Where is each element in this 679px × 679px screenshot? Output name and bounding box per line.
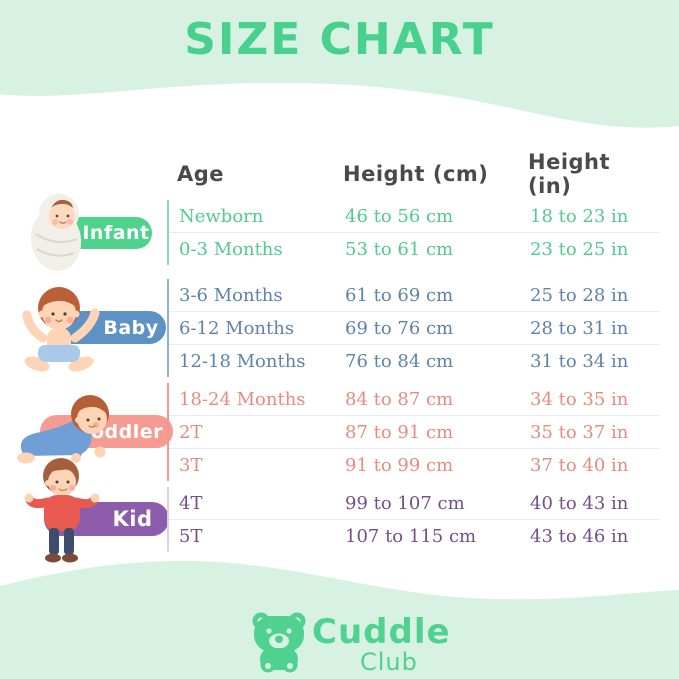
height-in-cell: 31 to 34 in <box>530 350 629 372</box>
brand-name: Cuddle <box>312 612 451 652</box>
teddy-bear-icon <box>252 612 306 673</box>
height-in-cell: 28 to 31 in <box>530 317 629 339</box>
height-in-cell: 18 to 23 in <box>530 205 629 227</box>
standing-kid-illustration <box>24 458 100 563</box>
infant-rows: Newborn 46 to 56 cm 18 to 23 in 0-3 Mont… <box>167 200 660 265</box>
table-row: 3-6 Months 61 to 69 cm 25 to 28 in <box>169 279 660 311</box>
crawling-toddler-illustration <box>17 395 109 464</box>
table-row: 6-12 Months 69 to 76 cm 28 to 31 in <box>169 311 660 344</box>
table-header-row: Age Height (cm) Height (in) <box>167 150 660 198</box>
table-row: 0-3 Months 53 to 61 cm 23 to 25 in <box>169 232 660 265</box>
age-cell: 5T <box>179 525 203 547</box>
swaddled-baby-illustration <box>30 194 82 271</box>
brand-footer: Cuddle Club <box>0 604 679 676</box>
age-cell: 2T <box>179 421 203 443</box>
age-cell: 18-24 Months <box>179 388 306 410</box>
height-cm-cell: 53 to 61 cm <box>345 238 454 260</box>
age-cell: Newborn <box>179 205 264 227</box>
table-row: 3T 91 to 99 cm 37 to 40 in <box>169 448 660 481</box>
page-title: SIZE CHART <box>184 14 495 65</box>
brand-suffix: Club <box>360 648 418 676</box>
table-row: 18-24 Months 84 to 87 cm 34 to 35 in <box>169 383 660 415</box>
age-cell: 3T <box>179 454 203 476</box>
table-row: Newborn 46 to 56 cm 18 to 23 in <box>169 200 660 232</box>
age-cell: 3-6 Months <box>179 284 283 306</box>
kid-rows: 4T 99 to 107 cm 40 to 43 in 5T 107 to 11… <box>167 487 660 552</box>
age-cell: 4T <box>179 492 203 514</box>
height-in-cell: 37 to 40 in <box>530 454 629 476</box>
height-cm-cell: 91 to 99 cm <box>345 454 454 476</box>
table-row: 2T 87 to 91 cm 35 to 37 in <box>169 415 660 448</box>
height-cm-cell: 99 to 107 cm <box>345 492 465 514</box>
table-row: 5T 107 to 115 cm 43 to 46 in <box>169 519 660 552</box>
height-cm-cell: 69 to 76 cm <box>345 317 454 339</box>
age-cell: 0-3 Months <box>179 238 283 260</box>
height-cm-cell: 61 to 69 cm <box>345 284 454 306</box>
height-cm-cell: 46 to 56 cm <box>345 205 454 227</box>
column-header-age: Age <box>177 162 225 186</box>
height-cm-cell: 87 to 91 cm <box>345 421 454 443</box>
height-in-cell: 43 to 46 in <box>530 525 629 547</box>
column-header-height-cm: Height (cm) <box>343 162 489 186</box>
height-in-cell: 34 to 35 in <box>530 388 629 410</box>
height-in-cell: 35 to 37 in <box>530 421 629 443</box>
table-row: 12-18 Months 76 to 84 cm 31 to 34 in <box>169 344 660 377</box>
toddler-rows: 18-24 Months 84 to 87 cm 34 to 35 in 2T … <box>167 383 660 481</box>
height-in-cell: 23 to 25 in <box>530 238 629 260</box>
baby-rows: 3-6 Months 61 to 69 cm 25 to 28 in 6-12 … <box>167 279 660 377</box>
sitting-baby-illustration <box>22 287 100 372</box>
height-cm-cell: 84 to 87 cm <box>345 388 454 410</box>
table-row: 4T 99 to 107 cm 40 to 43 in <box>169 487 660 519</box>
height-cm-cell: 107 to 115 cm <box>345 525 477 547</box>
age-cell: 12-18 Months <box>179 350 306 372</box>
baby-pill: Baby <box>56 311 166 344</box>
height-in-cell: 25 to 28 in <box>530 284 629 306</box>
column-header-height-in: Height (in) <box>528 150 611 198</box>
height-cm-cell: 76 to 84 cm <box>345 350 454 372</box>
height-in-cell: 40 to 43 in <box>530 492 629 514</box>
age-cell: 6-12 Months <box>179 317 295 339</box>
